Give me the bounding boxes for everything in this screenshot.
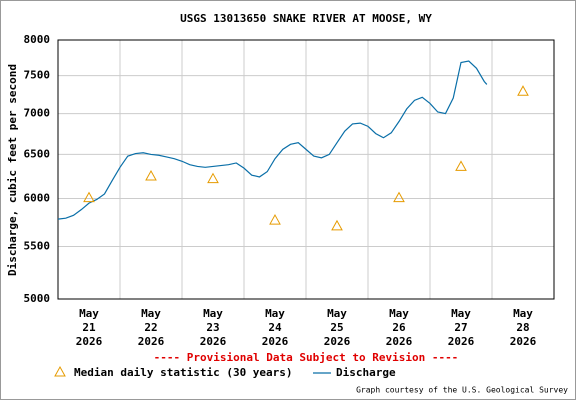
- y-tick-label: 7500: [24, 69, 51, 82]
- x-tick-label: May 28 2026: [510, 307, 537, 348]
- x-tick-label: May 27 2026: [448, 307, 475, 348]
- legend-label: Median daily statistic (30 years): [74, 366, 293, 379]
- y-axis-label: Discharge, cubic feet per second: [6, 64, 19, 276]
- median-marker: [517, 85, 529, 96]
- x-tick-label: May 26 2026: [386, 307, 413, 348]
- x-tick-label: May 22 2026: [138, 307, 165, 348]
- median-marker: [331, 219, 343, 231]
- median-marker: [145, 170, 157, 181]
- y-tick-label: 7000: [24, 107, 51, 120]
- x-tick-label: May 23 2026: [200, 307, 227, 348]
- provisional-note: ---- Provisional Data Subject to Revisio…: [154, 351, 459, 364]
- y-tick-label: 5500: [24, 239, 51, 252]
- y-tick-label: 6000: [24, 192, 51, 205]
- median-marker: [83, 191, 95, 203]
- median-marker: [269, 214, 281, 225]
- discharge-line: [57, 60, 488, 220]
- x-tick-label: May 24 2026: [262, 307, 289, 348]
- median-marker: [393, 191, 405, 203]
- y-tick-label: 8000: [24, 33, 51, 46]
- x-tick-label: May 25 2026: [324, 307, 351, 348]
- y-tick-label: 6500: [24, 147, 51, 160]
- plot-border: [57, 39, 555, 300]
- chart-title: USGS 13013650 SNAKE RIVER AT MOOSE, WY: [180, 12, 432, 25]
- median-marker: [207, 172, 219, 184]
- x-tick-label: May 21 2026: [76, 307, 103, 348]
- legend-marker: [54, 365, 66, 377]
- y-tick-label: 5000: [24, 292, 51, 305]
- legend-label: Discharge: [336, 366, 396, 379]
- credit: Graph courtesy of the U.S. Geological Su…: [356, 386, 568, 395]
- median-marker: [455, 160, 467, 171]
